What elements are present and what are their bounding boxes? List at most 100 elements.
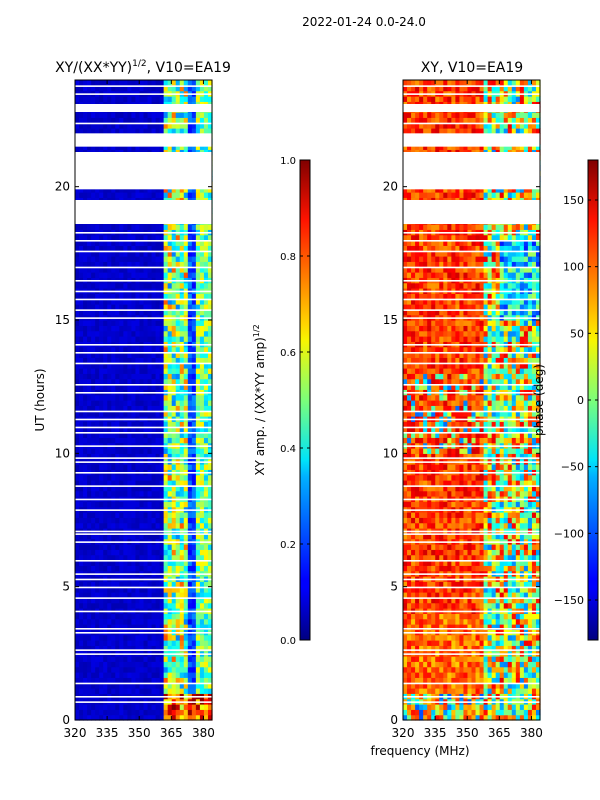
heatmap-cell	[95, 282, 100, 289]
heatmap-cell	[107, 330, 112, 337]
heatmap-cell	[103, 522, 108, 529]
heatmap-cell	[143, 256, 149, 262]
x-tick-label: 380	[192, 726, 215, 740]
heatmap-cell	[167, 586, 173, 593]
heatmap-cell	[111, 272, 116, 278]
heatmap-cell	[519, 677, 525, 684]
heatmap-cell	[503, 634, 509, 641]
heatmap-cell	[535, 709, 541, 716]
heatmap-cell	[119, 565, 124, 572]
heatmap-cell	[99, 250, 104, 257]
amplitude-colorbar-gradient	[299, 159, 311, 641]
heatmap-cell	[83, 245, 88, 252]
heatmap-cell	[159, 85, 165, 92]
heatmap-cell	[159, 320, 165, 326]
heatmap-cell	[419, 677, 424, 684]
heatmap-cell	[487, 672, 493, 678]
heatmap-cell	[91, 309, 96, 316]
heatmap-cell	[499, 672, 505, 678]
heatmap-cell	[203, 272, 209, 278]
heatmap-cell	[403, 666, 408, 673]
heatmap-cell	[159, 240, 165, 246]
heatmap-cell	[91, 522, 96, 529]
heatmap-cell	[99, 122, 104, 129]
heatmap-cell	[207, 250, 213, 257]
heatmap-cell	[183, 272, 189, 278]
heatmap-cell	[123, 656, 128, 662]
heatmap-cell	[83, 437, 88, 444]
heatmap-cell	[139, 437, 145, 444]
heatmap-cell	[179, 517, 185, 524]
heatmap-cell	[151, 282, 157, 289]
heatmap-cell	[155, 704, 161, 710]
heatmap-cell	[199, 613, 205, 620]
heatmap-cell	[87, 704, 92, 710]
heatmap-cell	[115, 309, 120, 316]
masked-line	[75, 392, 212, 394]
heatmap-cell	[103, 378, 108, 385]
heatmap-cell	[175, 234, 181, 241]
heatmap-cell	[107, 357, 112, 364]
heatmap-cell	[163, 517, 169, 524]
heatmap-cell	[207, 432, 213, 438]
heatmap-cell	[75, 714, 80, 721]
heatmap-cell	[191, 437, 197, 444]
heatmap-cell	[155, 709, 161, 716]
heatmap-cell	[119, 272, 124, 278]
heatmap-cell	[155, 336, 161, 342]
heatmap-cell	[467, 618, 473, 625]
heatmap-cell	[407, 597, 412, 604]
masked-line	[75, 362, 212, 365]
heatmap-cell	[79, 298, 84, 305]
heatmap-cell	[151, 581, 157, 588]
heatmap-cell	[527, 666, 533, 673]
heatmap-cell	[175, 464, 181, 470]
heatmap-cell	[135, 581, 141, 588]
heatmap-cell	[167, 704, 173, 710]
heatmap-cell	[115, 266, 120, 273]
heatmap-cell	[171, 346, 177, 353]
heatmap-cell	[203, 346, 209, 353]
heatmap-cell	[523, 661, 529, 668]
heatmap-cell	[415, 704, 420, 710]
heatmap-cell	[159, 282, 165, 289]
heatmap-cell	[95, 122, 100, 129]
heatmap-cell	[83, 704, 88, 710]
heatmap-cell	[107, 554, 112, 561]
heatmap-cell	[171, 357, 177, 364]
heatmap-cell	[435, 640, 440, 646]
heatmap-cell	[207, 560, 213, 566]
heatmap-cell	[183, 85, 189, 92]
heatmap-cell	[147, 485, 153, 492]
heatmap-cell	[127, 666, 133, 673]
heatmap-cell	[79, 352, 84, 358]
colorbar-tick-label: 0.4	[280, 444, 296, 455]
heatmap-cell	[115, 357, 120, 364]
heatmap-cell	[523, 640, 529, 646]
heatmap-cell	[503, 602, 509, 609]
heatmap-cell	[123, 661, 128, 668]
heatmap-cell	[187, 709, 193, 716]
heatmap-cell	[191, 282, 197, 289]
heatmap-cell	[183, 357, 189, 364]
heatmap-cell	[75, 405, 80, 412]
heatmap-cell	[123, 256, 128, 262]
heatmap-cell	[207, 709, 213, 716]
heatmap-cell	[183, 517, 189, 524]
heatmap-cell	[195, 122, 201, 129]
heatmap-cell	[151, 602, 157, 609]
heatmap-cell	[199, 352, 205, 358]
heatmap-cell	[439, 682, 444, 689]
heatmap-cell	[151, 240, 157, 246]
heatmap-cell	[179, 250, 185, 257]
heatmap-cell	[111, 704, 116, 710]
heatmap-cell	[507, 688, 513, 694]
heatmap-cell	[451, 714, 456, 721]
heatmap-cell	[143, 117, 149, 124]
heatmap-cell	[147, 384, 153, 390]
heatmap-cell	[95, 272, 100, 278]
heatmap-cell	[179, 330, 185, 337]
heatmap-cell	[135, 485, 141, 492]
heatmap-cell	[515, 704, 521, 710]
heatmap-cell	[439, 602, 444, 609]
